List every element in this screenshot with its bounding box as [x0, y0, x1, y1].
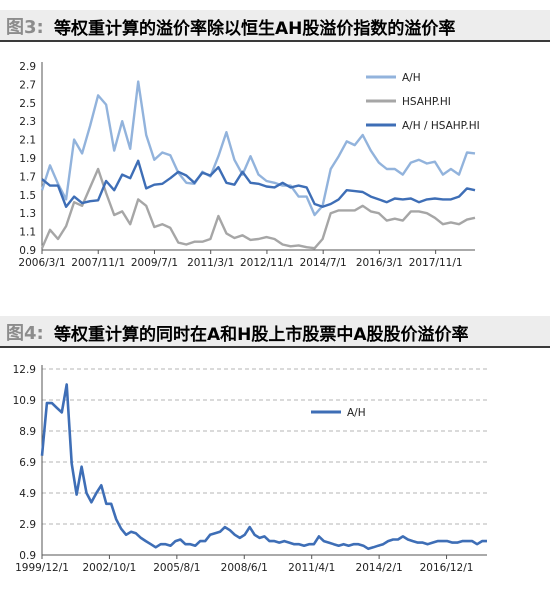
chart-4: 0.9 2.9 4.9 6.9 8.9 10.9 12.9 1999/12/1 2002/10/… [13, 364, 487, 574]
y-tick-label: 8.9 [19, 426, 36, 438]
x-tick-label: 2007/11/1 [71, 257, 125, 269]
y-tick-label: 2.1 [19, 135, 36, 147]
x-tick-label: 2016/3/1 [356, 257, 403, 269]
x-tick-label: 2016/12/1 [420, 562, 474, 574]
header-rule [0, 346, 550, 348]
x-tick-label: 2011/3/1 [187, 257, 234, 269]
legend-label: A/H [347, 407, 366, 419]
header-background [0, 10, 550, 40]
header-background [0, 316, 550, 346]
figure-title: 等权重计算的同时在A和H股上市股票中A股股价溢价率 [54, 325, 469, 345]
series-line-3 [41, 159, 476, 209]
x-tick-label: 2017/11/1 [409, 257, 463, 269]
header-rule [0, 40, 550, 42]
x-tick-label: 2005/8/1 [153, 562, 200, 574]
series-line-1 [40, 80, 476, 217]
series-line-1 [40, 383, 487, 551]
x-tick-label: 2006/3/1 [18, 257, 65, 269]
y-tick-label: 1.3 [19, 208, 36, 220]
x-tick-label: 2014/7/1 [300, 257, 347, 269]
y-tick-label: 10.9 [13, 395, 36, 407]
x-tick-label: 2002/10/1 [83, 562, 137, 574]
legend-label: A/H [402, 72, 421, 84]
y-tick-label: 2.5 [19, 98, 36, 110]
y-tick-label: 12.9 [13, 364, 36, 376]
y-tick-label: 6.9 [19, 457, 36, 469]
y-tick-label: 4.9 [19, 488, 36, 500]
x-tick-label: 2008/6/1 [221, 562, 268, 574]
y-tick-label: 0.9 [19, 550, 36, 562]
x-tick-label: 1999/12/1 [15, 562, 69, 574]
legend-label: A/H / HSAHP.HI [402, 120, 480, 132]
y-tick-label: 2.9 [19, 61, 36, 73]
figure-header-2: 图4: 等权重计算的同时在A和H股上市股票中A股股价溢价率 [0, 316, 550, 350]
y-tick-label: 1.1 [19, 227, 36, 239]
y-tick-label: 1.7 [19, 171, 36, 183]
y-tick-label: 1.5 [19, 190, 36, 202]
x-tick-label: 2011/4/1 [288, 562, 335, 574]
figure-title: 等权重计算的溢价率除以恒生AH股溢价指数的溢价率 [54, 19, 456, 39]
x-tick-label: 2009/7/1 [131, 257, 178, 269]
figure-label: 图3: [6, 17, 44, 38]
figure-header-1: 图3: 等权重计算的溢价率除以恒生AH股溢价指数的溢价率 [0, 10, 550, 44]
legend-label: HSAHP.HI [402, 96, 451, 108]
y-tick-label: 2.3 [19, 116, 36, 128]
y-tick-label: 1.9 [19, 153, 36, 165]
chart-3: 0.9 1.1 1.3 1.5 1.7 1.9 2.1 2.3 2.5 2.7 2.9 2006/3/… [18, 61, 480, 269]
y-tick-label: 0.9 [19, 245, 36, 257]
x-tick-label: 2014/2/1 [356, 562, 403, 574]
y-tick-label: 2.7 [19, 79, 36, 91]
x-tick-label: 2012/11/1 [240, 257, 294, 269]
series-line-2 [40, 167, 476, 250]
y-tick-label: 2.9 [19, 519, 36, 531]
figure-label: 图4: [6, 323, 44, 344]
